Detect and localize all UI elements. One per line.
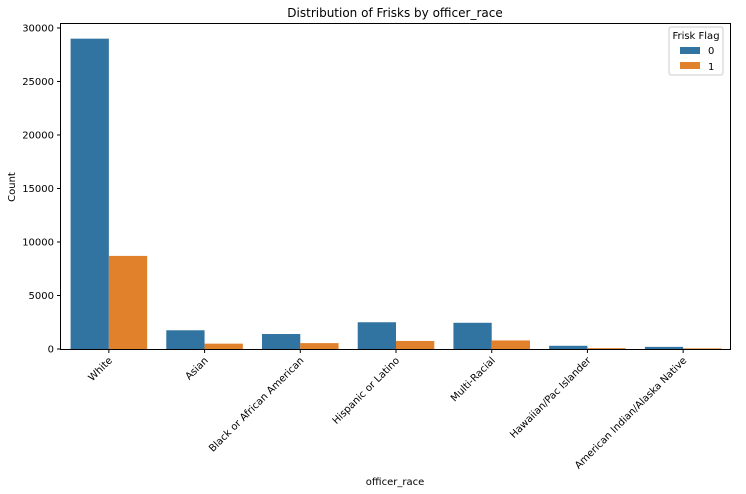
bar-series-1: [587, 348, 626, 349]
bar-series-0: [644, 346, 684, 349]
y-tick-label: 10000: [22, 237, 54, 248]
legend-swatch-1: [680, 62, 700, 69]
x-tick-label: Black or African American: [207, 355, 306, 454]
bar-series-1: [396, 340, 435, 349]
bar-series-0: [357, 322, 396, 349]
plot-area: [70, 38, 722, 349]
bar-series-0: [70, 38, 109, 349]
legend-label-0: 0: [708, 46, 714, 57]
legend: Frisk Flag 0 1: [668, 26, 724, 76]
bar-series-1: [108, 255, 148, 349]
y-tick-label: 25000: [22, 77, 54, 88]
bar-series-0: [166, 330, 205, 349]
x-axis-title: officer_race: [366, 477, 424, 488]
x-tick-label: Hawaiian/Pac Islander: [508, 355, 594, 441]
bar-series-0: [453, 322, 492, 349]
y-tick-label: 30000: [22, 23, 54, 34]
plot-frame: [60, 23, 731, 350]
x-tick-label: Hispanic or Latino: [331, 355, 402, 426]
x-tick-label: American Indian/Alaska Native: [573, 355, 689, 471]
bar-series-1: [683, 348, 722, 349]
y-tick-label: 5000: [29, 291, 54, 302]
y-tick-label: 0: [48, 345, 54, 356]
legend-swatch-0: [680, 47, 700, 54]
bar-series-0: [262, 334, 301, 349]
x-tick-label: Multi-Racial: [449, 355, 498, 404]
bar-series-1: [300, 343, 339, 349]
x-tick-label: White: [87, 355, 115, 383]
y-tick-label: 15000: [22, 184, 54, 195]
chart-title: Distribution of Frisks by officer_race: [287, 6, 502, 20]
y-axis-title: Count: [7, 172, 18, 202]
bar-series-0: [549, 345, 588, 349]
bar-series-1: [204, 343, 243, 349]
y-tick-label: 20000: [22, 130, 54, 141]
y-axis: 0 5000 10000 15000 20000 25000 30000: [22, 23, 61, 356]
legend-label-1: 1: [708, 62, 714, 73]
legend-title: Frisk Flag: [672, 31, 719, 42]
bar-series-1: [491, 340, 530, 349]
x-tick-label: Asian: [184, 355, 211, 382]
